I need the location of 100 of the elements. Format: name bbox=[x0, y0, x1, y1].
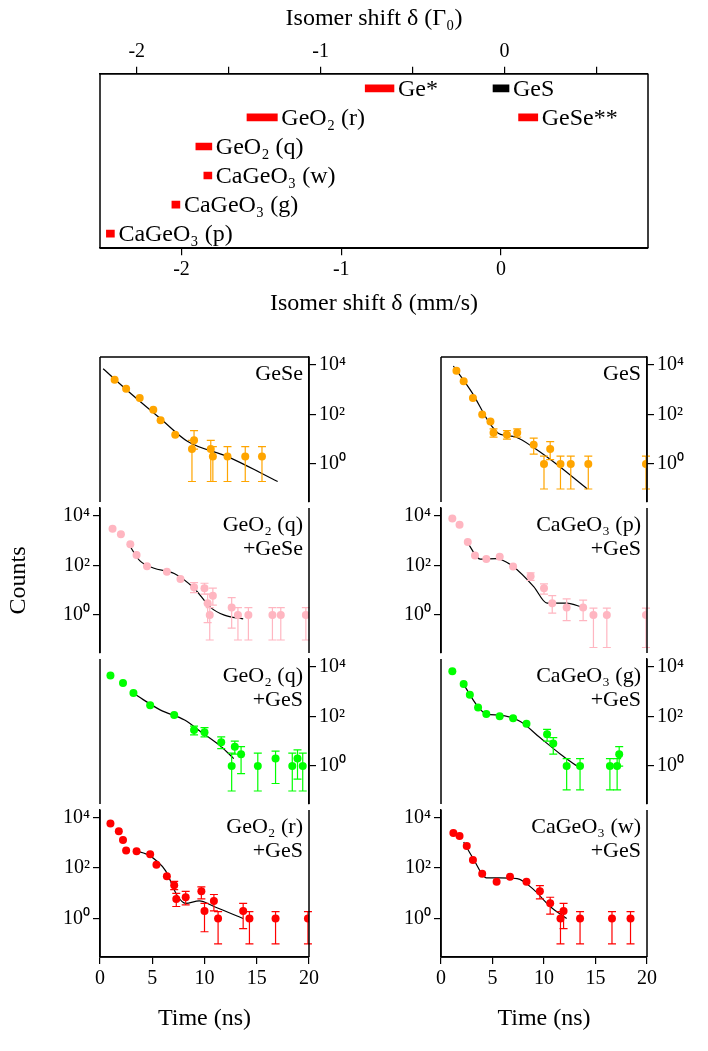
point bbox=[276, 611, 285, 620]
series-label: GeO₂ (q) +GeSe bbox=[222, 510, 303, 560]
y-tick-label: 10⁰ bbox=[63, 905, 90, 928]
point bbox=[227, 762, 236, 771]
point bbox=[459, 679, 468, 688]
y-tick-label: 10² bbox=[319, 703, 345, 726]
point bbox=[122, 846, 131, 855]
point bbox=[122, 384, 131, 393]
y-tick-label: 10⁴ bbox=[319, 351, 346, 374]
y-tick-label: 10² bbox=[64, 552, 90, 575]
point bbox=[135, 393, 144, 402]
series-label: CaGeO₃ (w) +GeS bbox=[531, 812, 641, 862]
y-tick-label: 10⁰ bbox=[63, 602, 90, 625]
point bbox=[548, 599, 557, 608]
point bbox=[149, 405, 158, 414]
x-axis-title: Time (ns) bbox=[497, 1003, 591, 1030]
y-axis-title: Counts bbox=[3, 546, 30, 615]
point bbox=[462, 841, 471, 850]
point bbox=[172, 894, 181, 903]
y-tick-label: 10⁴ bbox=[319, 653, 346, 676]
point bbox=[463, 537, 472, 546]
point bbox=[584, 460, 593, 469]
y-tick-label: 10² bbox=[657, 401, 683, 424]
y-tick-label: 10⁴ bbox=[63, 804, 91, 827]
series-label: CaGeO₃ (g) +GeS bbox=[536, 661, 641, 711]
x-tick-label: 20 bbox=[637, 966, 657, 989]
series-label: GeO₂ (q) +GeS bbox=[222, 661, 303, 711]
point bbox=[546, 899, 555, 908]
series-label: GeO₂ (r) +GeS bbox=[226, 812, 303, 862]
data-label: CaGeO₃ (w) bbox=[215, 161, 336, 188]
point bbox=[602, 611, 611, 620]
point bbox=[474, 703, 483, 712]
point bbox=[114, 827, 123, 836]
data-label: GeO₂ (q) bbox=[215, 132, 304, 159]
point bbox=[492, 877, 501, 886]
point bbox=[110, 375, 119, 384]
point bbox=[468, 393, 477, 402]
point bbox=[129, 688, 138, 697]
point bbox=[449, 829, 458, 838]
x-tick-label: 0 bbox=[496, 257, 507, 280]
data-label: Ge* bbox=[397, 74, 438, 101]
point bbox=[146, 850, 155, 859]
data-label: GeSe** bbox=[541, 103, 618, 130]
point bbox=[509, 714, 518, 723]
y-tick-label: 10⁰ bbox=[319, 753, 346, 776]
point bbox=[108, 524, 117, 533]
text: GeS bbox=[603, 359, 641, 385]
point bbox=[146, 701, 155, 710]
y-tick-label: 10⁴ bbox=[404, 804, 432, 827]
point bbox=[106, 819, 115, 828]
bar bbox=[246, 113, 278, 122]
point bbox=[615, 750, 624, 759]
y-tick-label: 10² bbox=[64, 855, 90, 878]
point bbox=[482, 710, 491, 719]
text: GeSe bbox=[255, 359, 303, 385]
point bbox=[482, 555, 491, 564]
point bbox=[118, 679, 127, 688]
x-tick-label: 0 bbox=[436, 966, 446, 989]
point bbox=[468, 855, 477, 864]
x-axis-title: Isomer shift δ (mm/s) bbox=[270, 288, 478, 315]
point bbox=[156, 416, 165, 425]
point bbox=[522, 719, 531, 728]
x-tick-label: -1 bbox=[332, 257, 350, 280]
point bbox=[470, 551, 479, 560]
x-tick-label: 5 bbox=[487, 966, 498, 989]
x-tick-label: 15 bbox=[585, 966, 606, 989]
x-tick-label: -2 bbox=[173, 257, 190, 280]
x-tick-label: 10 bbox=[194, 966, 215, 989]
series-label: CaGeO₃ (p) +GeS bbox=[536, 510, 641, 560]
point bbox=[253, 762, 262, 771]
y-tick-label: 10⁰ bbox=[657, 451, 684, 474]
point bbox=[143, 562, 152, 571]
point bbox=[298, 762, 307, 771]
point bbox=[452, 366, 461, 375]
point bbox=[152, 860, 161, 869]
x-tick-label: 10 bbox=[534, 966, 554, 989]
point bbox=[176, 575, 185, 584]
point bbox=[455, 520, 464, 529]
point bbox=[132, 551, 141, 560]
point bbox=[118, 835, 127, 844]
y-tick-label: 10⁰ bbox=[319, 451, 346, 474]
data-label: CaGeO₃ (p) bbox=[118, 219, 233, 246]
point bbox=[162, 872, 171, 881]
y-tick-label: 10⁰ bbox=[404, 602, 431, 625]
point bbox=[268, 611, 277, 620]
point bbox=[448, 667, 457, 676]
x-tick-label: 5 bbox=[147, 966, 158, 989]
point bbox=[171, 430, 180, 439]
point bbox=[486, 417, 495, 426]
point bbox=[448, 514, 457, 523]
data-label: GeS bbox=[513, 74, 555, 101]
point bbox=[244, 611, 253, 620]
line-series bbox=[452, 365, 588, 490]
y-tick-label: 10⁴ bbox=[657, 653, 684, 676]
x2-axis-title: Isomer shift δ (Γ₀) bbox=[285, 3, 463, 30]
data-label: CaGeO₃ (g) bbox=[183, 190, 299, 217]
y-tick-label: 10² bbox=[657, 703, 683, 726]
point bbox=[522, 877, 531, 886]
y-tick-label: 10² bbox=[405, 552, 431, 575]
point bbox=[495, 712, 504, 721]
